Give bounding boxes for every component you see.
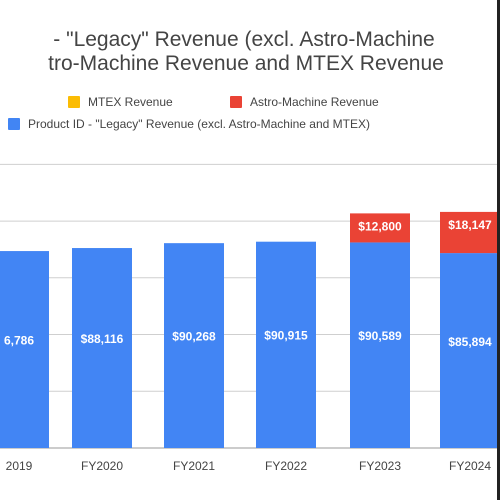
- data-label: $90,589: [358, 329, 402, 343]
- legend-swatch-astro: [230, 96, 242, 108]
- chart-title-line-1: - "Legacy" Revenue (excl. Astro-Machine: [53, 28, 435, 51]
- data-label: 6,786: [4, 334, 34, 348]
- bar-segment: [350, 213, 410, 243]
- bar-segment: [0, 251, 49, 448]
- legend-label-astro: Astro-Machine Revenue: [250, 95, 379, 109]
- bar-segment: [72, 248, 132, 448]
- data-label: $90,268: [172, 329, 216, 343]
- x-tick-label: FY2023: [359, 459, 401, 473]
- x-tick-label: 2019: [6, 459, 33, 473]
- bar-segment: [440, 211, 500, 254]
- bar-segment: [350, 242, 410, 448]
- x-tick-label: FY2022: [265, 459, 307, 473]
- legend-item-legacy: Product ID - "Legacy" Revenue (excl. Ast…: [8, 117, 370, 131]
- x-tick-label: FY2020: [81, 459, 123, 473]
- x-tick-label: FY2024: [449, 459, 491, 473]
- legend-item-mtex: MTEX Revenue: [68, 95, 173, 109]
- chart-title-line-2: tro-Machine Revenue and MTEX Revenue: [48, 52, 444, 75]
- legend-label-legacy: Product ID - "Legacy" Revenue (excl. Ast…: [28, 117, 370, 131]
- legend-label-mtex: MTEX Revenue: [88, 95, 173, 109]
- legend-item-astro: Astro-Machine Revenue: [230, 95, 379, 109]
- data-label: $12,800: [358, 219, 402, 233]
- bar-segment: [256, 241, 316, 448]
- x-tick-label: FY2021: [173, 459, 215, 473]
- data-label: $88,116: [81, 332, 124, 346]
- bar-segment: [164, 243, 224, 448]
- legend-swatch-mtex: [68, 96, 80, 108]
- data-label: $18,147: [448, 218, 492, 232]
- data-label: $90,915: [264, 329, 308, 343]
- legend-swatch-legacy: [8, 118, 20, 130]
- data-label: $85,894: [448, 335, 492, 349]
- bar-segment: [440, 253, 500, 448]
- frame-edge: [497, 0, 500, 500]
